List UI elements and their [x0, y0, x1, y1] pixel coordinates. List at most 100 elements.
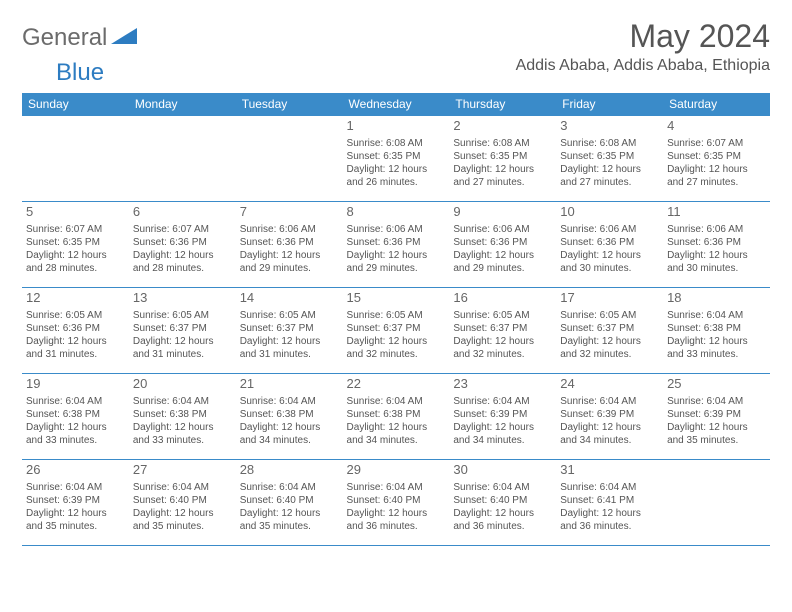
- calendar-day-cell: 31 Sunrise: 6:04 AMSunset: 6:41 PMDayligh…: [556, 460, 663, 546]
- day-number: 18: [667, 290, 766, 307]
- calendar-day-cell: 17 Sunrise: 6:05 AMSunset: 6:37 PMDayligh…: [556, 288, 663, 374]
- day-number: 31: [560, 462, 659, 479]
- day-info: Sunrise: 6:04 AMSunset: 6:40 PMDaylight:…: [347, 481, 446, 533]
- calendar-day-cell: 26Sunrise: 6:04 AMSunset: 6:39 PMDayligh…: [22, 460, 129, 546]
- day-number: 22: [347, 376, 446, 393]
- calendar-day-cell: 22 Sunrise: 6:04 AMSunset: 6:38 PMDayligh…: [343, 374, 450, 460]
- day-info: Sunrise: 6:04 AMSunset: 6:40 PMDaylight:…: [240, 481, 339, 533]
- day-info: Sunrise: 6:05 AMSunset: 6:36 PMDaylight:…: [26, 309, 125, 361]
- day-info: Sunrise: 6:07 AMSunset: 6:36 PMDaylight:…: [133, 223, 232, 275]
- day-number: 21: [240, 376, 339, 393]
- calendar-day-cell: 7 Sunrise: 6:06 AMSunset: 6:36 PMDaylight…: [236, 202, 343, 288]
- day-number: 30: [453, 462, 552, 479]
- day-number: 17: [560, 290, 659, 307]
- calendar-day-cell: 25 Sunrise: 6:04 AMSunset: 6:39 PMDayligh…: [663, 374, 770, 460]
- day-number: 11: [667, 204, 766, 221]
- day-info: Sunrise: 6:04 AMSunset: 6:40 PMDaylight:…: [133, 481, 232, 533]
- calendar-body: 1 Sunrise: 6:08 AMSunset: 6:35 PMDaylight…: [22, 116, 770, 546]
- day-number: 12: [26, 290, 125, 307]
- calendar-day-cell: 15Sunrise: 6:05 AMSunset: 6:37 PMDayligh…: [343, 288, 450, 374]
- day-info: Sunrise: 6:06 AMSunset: 6:36 PMDaylight:…: [240, 223, 339, 275]
- calendar-head: SundayMondayTuesdayWednesdayThursdayFrid…: [22, 93, 770, 116]
- day-info: Sunrise: 6:06 AMSunset: 6:36 PMDaylight:…: [347, 223, 446, 275]
- calendar-day-cell: 20 Sunrise: 6:04 AMSunset: 6:38 PMDayligh…: [129, 374, 236, 460]
- day-info: Sunrise: 6:04 AMSunset: 6:39 PMDaylight:…: [26, 481, 125, 533]
- logo-text-blue: Blue: [56, 59, 104, 86]
- calendar-day-cell: 23 Sunrise: 6:04 AMSunset: 6:39 PMDayligh…: [449, 374, 556, 460]
- day-header: Tuesday: [236, 93, 343, 116]
- day-info: Sunrise: 6:04 AMSunset: 6:40 PMDaylight:…: [453, 481, 552, 533]
- calendar-week-row: 5 Sunrise: 6:07 AMSunset: 6:35 PMDaylight…: [22, 202, 770, 288]
- day-info: Sunrise: 6:06 AMSunset: 6:36 PMDaylight:…: [560, 223, 659, 275]
- day-number: 7: [240, 204, 339, 221]
- day-header: Saturday: [663, 93, 770, 116]
- day-number: 28: [240, 462, 339, 479]
- calendar-table: SundayMondayTuesdayWednesdayThursdayFrid…: [22, 93, 770, 546]
- calendar-week-row: 26Sunrise: 6:04 AMSunset: 6:39 PMDayligh…: [22, 460, 770, 546]
- calendar-day-cell: 14 Sunrise: 6:05 AMSunset: 6:37 PMDayligh…: [236, 288, 343, 374]
- day-number: 23: [453, 376, 552, 393]
- calendar-day-cell: [236, 116, 343, 202]
- day-number: 15: [347, 290, 446, 307]
- calendar-day-cell: 11Sunrise: 6:06 AMSunset: 6:36 PMDayligh…: [663, 202, 770, 288]
- day-number: 24: [560, 376, 659, 393]
- calendar-day-cell: 19 Sunrise: 6:04 AMSunset: 6:38 PMDayligh…: [22, 374, 129, 460]
- calendar-day-cell: [22, 116, 129, 202]
- day-header: Monday: [129, 93, 236, 116]
- calendar-day-cell: 6Sunrise: 6:07 AMSunset: 6:36 PMDaylight…: [129, 202, 236, 288]
- day-info: Sunrise: 6:07 AMSunset: 6:35 PMDaylight:…: [667, 137, 766, 189]
- day-info: Sunrise: 6:04 AMSunset: 6:39 PMDaylight:…: [667, 395, 766, 447]
- calendar-week-row: 12 Sunrise: 6:05 AMSunset: 6:36 PMDayligh…: [22, 288, 770, 374]
- logo-triangle-icon: [111, 26, 137, 51]
- day-number: 25: [667, 376, 766, 393]
- day-info: Sunrise: 6:05 AMSunset: 6:37 PMDaylight:…: [453, 309, 552, 361]
- day-info: Sunrise: 6:07 AMSunset: 6:35 PMDaylight:…: [26, 223, 125, 275]
- calendar-day-cell: 30 Sunrise: 6:04 AMSunset: 6:40 PMDayligh…: [449, 460, 556, 546]
- day-info: Sunrise: 6:04 AMSunset: 6:41 PMDaylight:…: [560, 481, 659, 533]
- day-info: Sunrise: 6:04 AMSunset: 6:38 PMDaylight:…: [240, 395, 339, 447]
- day-info: Sunrise: 6:04 AMSunset: 6:38 PMDaylight:…: [133, 395, 232, 447]
- day-header: Friday: [556, 93, 663, 116]
- calendar-day-cell: 18 Sunrise: 6:04 AMSunset: 6:38 PMDayligh…: [663, 288, 770, 374]
- day-number: 20: [133, 376, 232, 393]
- calendar-day-cell: 10 Sunrise: 6:06 AMSunset: 6:36 PMDayligh…: [556, 202, 663, 288]
- calendar-day-cell: 5 Sunrise: 6:07 AMSunset: 6:35 PMDaylight…: [22, 202, 129, 288]
- day-info: Sunrise: 6:04 AMSunset: 6:38 PMDaylight:…: [667, 309, 766, 361]
- day-number: 9: [453, 204, 552, 221]
- calendar-day-cell: 8 Sunrise: 6:06 AMSunset: 6:36 PMDaylight…: [343, 202, 450, 288]
- day-number: 16: [453, 290, 552, 307]
- day-number: 1: [347, 118, 446, 135]
- day-number: 14: [240, 290, 339, 307]
- calendar-day-cell: 12 Sunrise: 6:05 AMSunset: 6:36 PMDayligh…: [22, 288, 129, 374]
- calendar-day-cell: 3Sunrise: 6:08 AMSunset: 6:35 PMDaylight…: [556, 116, 663, 202]
- day-number: 5: [26, 204, 125, 221]
- day-info: Sunrise: 6:05 AMSunset: 6:37 PMDaylight:…: [240, 309, 339, 361]
- calendar-day-cell: [663, 460, 770, 546]
- day-info: Sunrise: 6:08 AMSunset: 6:35 PMDaylight:…: [453, 137, 552, 189]
- calendar-week-row: 1 Sunrise: 6:08 AMSunset: 6:35 PMDaylight…: [22, 116, 770, 202]
- calendar-day-cell: 2Sunrise: 6:08 AMSunset: 6:35 PMDaylight…: [449, 116, 556, 202]
- month-title: May 2024: [516, 18, 770, 55]
- day-info: Sunrise: 6:04 AMSunset: 6:39 PMDaylight:…: [560, 395, 659, 447]
- day-number: 27: [133, 462, 232, 479]
- calendar-day-cell: 16 Sunrise: 6:05 AMSunset: 6:37 PMDayligh…: [449, 288, 556, 374]
- day-info: Sunrise: 6:08 AMSunset: 6:35 PMDaylight:…: [347, 137, 446, 189]
- logo-text-general: General: [22, 24, 107, 52]
- calendar-day-cell: 29 Sunrise: 6:04 AMSunset: 6:40 PMDayligh…: [343, 460, 450, 546]
- calendar-day-cell: 4Sunrise: 6:07 AMSunset: 6:35 PMDaylight…: [663, 116, 770, 202]
- day-info: Sunrise: 6:04 AMSunset: 6:39 PMDaylight:…: [453, 395, 552, 447]
- day-number: 13: [133, 290, 232, 307]
- day-info: Sunrise: 6:04 AMSunset: 6:38 PMDaylight:…: [347, 395, 446, 447]
- day-number: 10: [560, 204, 659, 221]
- day-number: 19: [26, 376, 125, 393]
- day-info: Sunrise: 6:05 AMSunset: 6:37 PMDaylight:…: [133, 309, 232, 361]
- day-info: Sunrise: 6:06 AMSunset: 6:36 PMDaylight:…: [453, 223, 552, 275]
- calendar-day-cell: 21 Sunrise: 6:04 AMSunset: 6:38 PMDayligh…: [236, 374, 343, 460]
- calendar-day-cell: [129, 116, 236, 202]
- calendar-day-cell: 24 Sunrise: 6:04 AMSunset: 6:39 PMDayligh…: [556, 374, 663, 460]
- day-info: Sunrise: 6:04 AMSunset: 6:38 PMDaylight:…: [26, 395, 125, 447]
- day-number: 29: [347, 462, 446, 479]
- day-info: Sunrise: 6:05 AMSunset: 6:37 PMDaylight:…: [560, 309, 659, 361]
- day-number: 3: [560, 118, 659, 135]
- day-number: 8: [347, 204, 446, 221]
